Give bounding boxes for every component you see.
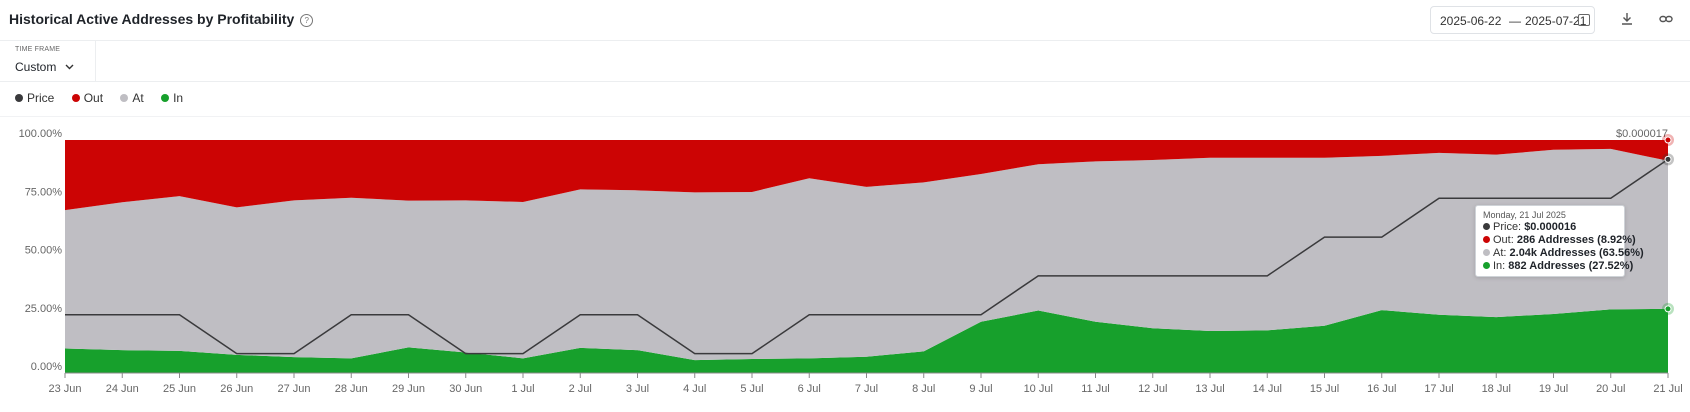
- tooltip-dot: [1483, 236, 1490, 243]
- x-tick-label: 28 Jun: [335, 383, 368, 395]
- marker-out: [1664, 136, 1672, 144]
- x-tick-label: 23 Jun: [48, 383, 81, 395]
- x-tick-label: 14 Jul: [1253, 383, 1282, 395]
- date-separator: —: [1509, 14, 1521, 28]
- tooltip-date: Monday, 21 Jul 2025: [1483, 210, 1566, 220]
- x-tick-label: 27 Jun: [277, 383, 310, 395]
- link-icon[interactable]: [1659, 12, 1673, 26]
- legend-dot: [15, 94, 23, 102]
- legend-label: Price: [27, 91, 55, 105]
- tooltip-label: Price:: [1493, 221, 1522, 233]
- y-tick-label: 0.00%: [31, 361, 62, 373]
- x-tick-label: 2 Jul: [569, 383, 592, 395]
- area-at: [65, 148, 1668, 361]
- date-range-picker[interactable]: 2025-06-22 — 2025-07-21: [1430, 6, 1595, 34]
- legend: Price Out At In: [15, 91, 197, 105]
- tooltip-label: In:: [1493, 260, 1506, 272]
- x-tick-label: 19 Jul: [1539, 383, 1568, 395]
- x-tick-label: 5 Jul: [740, 383, 763, 395]
- page-title: Historical Active Addresses by Profitabi…: [9, 11, 314, 27]
- x-tick-label: 1 Jul: [511, 383, 534, 395]
- x-tick-label: 26 Jun: [220, 383, 253, 395]
- divider: [95, 81, 1690, 82]
- legend-item-out[interactable]: Out: [71, 91, 104, 105]
- legend-label: Out: [83, 91, 104, 105]
- tooltip-label: At:: [1493, 247, 1507, 259]
- legend-dot: [161, 94, 170, 102]
- area-out: [65, 140, 1668, 211]
- x-tick-label: 16 Jul: [1367, 383, 1396, 395]
- x-tick-label: 8 Jul: [912, 383, 935, 395]
- x-tick-label: 9 Jul: [969, 383, 992, 395]
- x-tick-label: 21 Jul: [1653, 383, 1682, 395]
- x-tick-label: 29 Jun: [392, 383, 425, 395]
- header: Historical Active Addresses by Profitabi…: [0, 0, 1690, 41]
- tooltip-value: 882 Addresses (27.52%): [1508, 260, 1634, 272]
- tooltip-row-out: Out: 286 Addresses (8.92%): [1483, 234, 1636, 247]
- x-tick-label: 18 Jul: [1482, 383, 1511, 395]
- legend-item-at[interactable]: At: [120, 91, 144, 105]
- x-tick-label: 17 Jul: [1424, 383, 1453, 395]
- timeframe-value: Custom: [15, 60, 57, 74]
- page-title-text: Historical Active Addresses by Profitabi…: [9, 11, 295, 27]
- x-tick-label: 13 Jul: [1195, 383, 1224, 395]
- legend-item-in[interactable]: In: [161, 91, 183, 105]
- timeframe-panel: TIME FRAME Custom: [0, 41, 96, 82]
- download-icon[interactable]: [1620, 12, 1634, 26]
- y-tick-label: 100.00%: [19, 128, 63, 140]
- x-tick-label: 12 Jul: [1138, 383, 1167, 395]
- tooltip-value: $0.000016: [1524, 221, 1577, 233]
- tooltip-row-in: In: 882 Addresses (27.52%): [1483, 260, 1633, 273]
- x-tick-label: 4 Jul: [683, 383, 706, 395]
- tooltip-value: 286 Addresses (8.92%): [1516, 234, 1636, 246]
- legend-dot: [120, 94, 129, 102]
- legend-dot: [71, 94, 80, 102]
- tooltip-dot: [1483, 249, 1490, 256]
- x-tick-label: 30 Jun: [449, 383, 482, 395]
- x-tick-label: 11 Jul: [1081, 383, 1110, 395]
- date-start: 2025-06-22: [1440, 14, 1502, 28]
- x-tick-label: 25 Jun: [163, 383, 196, 395]
- marker-in: [1664, 305, 1672, 313]
- price-line: [65, 158, 1669, 355]
- timeframe-select[interactable]: Custom: [15, 60, 74, 74]
- chevron-down-icon: [65, 64, 74, 70]
- right-axis-label: $0.000017: [1616, 128, 1668, 140]
- tooltip-dot: [1483, 223, 1490, 230]
- help-icon[interactable]: ?: [300, 14, 314, 27]
- marker-price: [1664, 155, 1672, 163]
- tooltip-value: 2.04k Addresses (63.56%): [1509, 247, 1644, 259]
- tooltip-dot: [1483, 262, 1490, 269]
- y-tick-label: 25.00%: [25, 303, 63, 315]
- x-tick-label: 15 Jul: [1310, 383, 1339, 395]
- x-tick-label: 10 Jul: [1024, 383, 1053, 395]
- calendar-icon: [1578, 14, 1590, 26]
- tooltip-row-at: At: 2.04k Addresses (63.56%): [1483, 247, 1644, 260]
- x-tick-label: 20 Jul: [1596, 383, 1625, 395]
- legend-item-price[interactable]: Price: [15, 91, 54, 105]
- x-tick-label: 7 Jul: [855, 383, 878, 395]
- chart-tooltip: Monday, 21 Jul 2025 Price: $0.000016 Out…: [1475, 205, 1644, 277]
- tooltip-label: Out:: [1493, 234, 1514, 246]
- legend-label: At: [132, 91, 144, 105]
- divider: [0, 116, 1690, 117]
- x-tick-label: 3 Jul: [626, 383, 649, 395]
- tooltip-row-price: Price: $0.000016: [1483, 221, 1617, 234]
- x-tick-label: 24 Jun: [106, 383, 139, 395]
- date-end: 2025-07-21: [1525, 14, 1587, 28]
- area-in: [65, 308, 1668, 373]
- x-tick-label: 6 Jul: [798, 383, 821, 395]
- y-tick-label: 75.00%: [25, 186, 63, 198]
- legend-label: In: [173, 91, 184, 105]
- timeframe-label: TIME FRAME: [15, 46, 61, 53]
- y-tick-label: 50.00%: [25, 245, 63, 257]
